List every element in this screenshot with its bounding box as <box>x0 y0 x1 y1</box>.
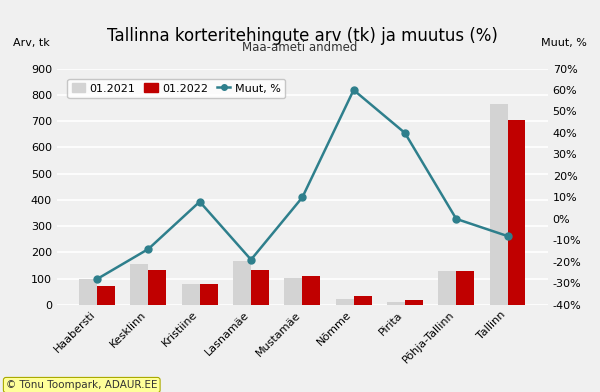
Muut, % <box>196 200 203 204</box>
Bar <box>490 104 508 305</box>
Muut, % <box>401 131 409 135</box>
Bar <box>456 271 474 305</box>
Bar <box>508 120 526 305</box>
Bar <box>251 270 269 305</box>
Bar <box>79 279 97 305</box>
Muut, % <box>299 195 306 200</box>
Muut, % <box>350 88 357 93</box>
Bar <box>335 299 353 305</box>
Text: © Tõnu Toompark, ADAUR.EE: © Tõnu Toompark, ADAUR.EE <box>6 380 157 390</box>
Line: Muut, %: Muut, % <box>94 87 511 283</box>
Bar <box>405 300 423 305</box>
Legend: 01.2021, 01.2022, Muut, %: 01.2021, 01.2022, Muut, % <box>67 79 285 98</box>
Bar <box>284 278 302 305</box>
Text: Arv, tk: Arv, tk <box>13 38 49 48</box>
Muut, % <box>504 234 511 238</box>
Bar <box>182 284 200 305</box>
Bar <box>387 302 405 305</box>
Muut, % <box>247 257 254 262</box>
Bar <box>200 284 218 305</box>
Bar <box>97 287 115 305</box>
Bar <box>148 270 166 305</box>
Title: Tallinna korteritehingute arv (tk) ja muutus (%): Tallinna korteritehingute arv (tk) ja mu… <box>107 27 498 45</box>
Bar <box>438 271 456 305</box>
Bar <box>353 296 371 305</box>
Bar <box>233 261 251 305</box>
Bar <box>302 276 320 305</box>
Text: Maa-ameti andmed: Maa-ameti andmed <box>242 41 358 54</box>
Muut, % <box>145 247 152 251</box>
Bar <box>130 264 148 305</box>
Text: Muut, %: Muut, % <box>541 38 587 48</box>
Muut, % <box>94 277 101 281</box>
Muut, % <box>452 216 460 221</box>
